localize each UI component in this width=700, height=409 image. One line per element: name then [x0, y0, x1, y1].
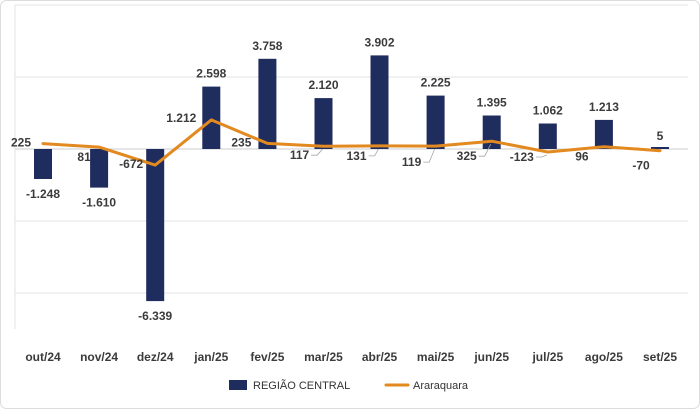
x-tick-label-set-25: set/25 — [643, 350, 677, 364]
x-tick-label-jul-25: jul/25 — [531, 350, 563, 364]
legend: REGIÃO CENTRAL Araraquara — [229, 379, 469, 392]
regiao-central-bar-mar-25 — [314, 98, 333, 149]
legend-label-regiao-central: REGIÃO CENTRAL — [253, 379, 350, 392]
regiao-central-bar-out-24 — [34, 149, 52, 179]
regiao-central-label-mar-25: 2.120 — [308, 78, 338, 92]
leader-lines — [311, 144, 547, 163]
araraquara-label-jul-25: -123 — [510, 150, 534, 164]
araraquara-label-mai-25: 119 — [402, 155, 422, 169]
regiao-central-bar-set-25 — [651, 147, 669, 149]
regiao-central-label-jul-25: 1.062 — [533, 104, 563, 118]
regiao-central-bar-fev-25 — [258, 58, 277, 149]
araraquara-line — [41, 118, 662, 167]
line-series — [41, 118, 662, 167]
regiao-central-bar-nov-24 — [90, 149, 109, 188]
regiao-central-bar-mai-25 — [426, 95, 445, 149]
data-labels: -1.248 -1.610 -6.339 2.598 3.758 2.120 3.902 2.… — [11, 35, 664, 323]
araraquara-leader-jul-25 — [535, 154, 547, 158]
araraquara-label-set-25: -70 — [632, 159, 650, 173]
x-tick-label-nov-24: nov/24 — [80, 350, 118, 364]
araraquara-label-jun-25: 325 — [457, 149, 477, 163]
regiao-central-label-dez-24: -6.339 — [138, 309, 172, 323]
bars — [34, 55, 669, 302]
regiao-central-bar-jul-25 — [538, 123, 557, 149]
regiao-central-label-jun-25: 1.395 — [477, 96, 507, 110]
regiao-central-label-set-25: 5 — [657, 129, 664, 143]
araraquara-label-dez-24: -672 — [119, 157, 143, 171]
legend-swatch-regiao-central — [229, 380, 247, 390]
regiao-central-label-jan-25: 2.598 — [196, 67, 226, 81]
x-tick-label-fev-25: fev/25 — [250, 350, 284, 364]
x-axis-labels: out/24 nov/24 dez/24 jan/25 fev/25 mar/25 abr/… — [25, 350, 677, 364]
gridlines — [14, 4, 688, 329]
legend-label-araraquara: Araraquara — [413, 380, 469, 392]
regiao-central-bar-jun-25 — [482, 115, 501, 149]
regiao-central-bar-abr-25 — [370, 55, 389, 149]
regiao-central-label-fev-25: 3.758 — [252, 39, 282, 53]
regiao-central-bar-jan-25 — [202, 86, 221, 149]
x-tick-label-abr-25: abr/25 — [362, 350, 398, 364]
x-tick-label-ago-25: ago/25 — [585, 350, 623, 364]
x-tick-label-jan-25: jan/25 — [193, 350, 228, 364]
araraquara-label-ago-25: 96 — [575, 150, 589, 164]
araraquara-label-nov-24: 81 — [77, 150, 91, 164]
x-tick-label-out-24: out/24 — [25, 350, 61, 364]
regiao-central-bar-dez-24 — [146, 149, 165, 302]
araraquara-leader-jun-25 — [478, 144, 492, 157]
x-tick-label-mar-25: mar/25 — [304, 350, 343, 364]
araraquara-label-mar-25: 117 — [290, 148, 310, 162]
regiao-central-label-nov-24: -1.610 — [82, 196, 116, 210]
x-tick-label-mai-25: mai/25 — [417, 350, 455, 364]
araraquara-label-jan-25: 1.212 — [166, 111, 196, 125]
regiao-central-label-out-24: -1.248 — [26, 187, 60, 201]
regiao-central-label-ago-25: 1.213 — [589, 100, 619, 114]
regiao-central-label-abr-25: 3.902 — [364, 35, 394, 49]
x-tick-label-jun-25: jun/25 — [473, 350, 509, 364]
araraquara-label-out-24: 225 — [11, 136, 31, 150]
regiao-central-bar-ago-25 — [594, 119, 613, 149]
araraquara-leader-mai-25 — [423, 148, 435, 163]
regiao-central-label-mai-25: 2.225 — [421, 76, 451, 90]
araraquara-label-abr-25: 131 — [346, 149, 366, 163]
araraquara-leader-abr-25 — [368, 148, 379, 157]
x-tick-label-dez-24: dez/24 — [137, 350, 174, 364]
araraquara-leader-mar-25 — [311, 148, 323, 156]
araraquara-label-fev-25: 235 — [231, 135, 251, 149]
